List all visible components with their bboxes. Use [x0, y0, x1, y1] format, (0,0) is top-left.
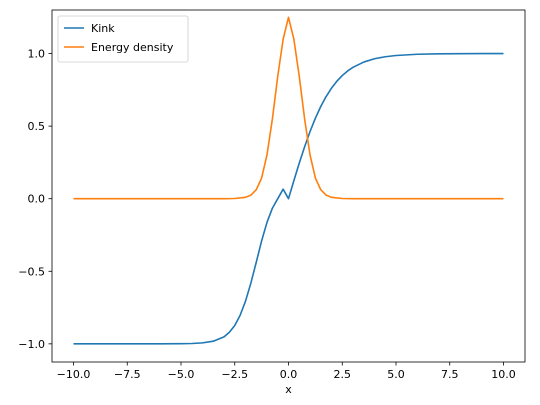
y-tick-label: 1.0 — [28, 48, 46, 61]
y-tick-label: 0.5 — [28, 120, 46, 133]
x-tick-label: −2.5 — [221, 368, 248, 381]
legend-label: Energy density — [91, 41, 174, 54]
x-tick-label: −5.0 — [168, 368, 195, 381]
x-tick-label: 7.5 — [441, 368, 459, 381]
legend-label: Kink — [91, 22, 115, 35]
legend: Kink Energy density — [57, 15, 189, 63]
x-axis-ticks: −10.0 −7.5 −5.0 −2.5 0.0 2.5 5.0 7.5 10.0 — [57, 362, 516, 381]
x-axis-label: x — [285, 383, 292, 396]
x-tick-label: 10.0 — [491, 368, 516, 381]
legend-items: Kink Energy density — [64, 22, 174, 54]
x-tick-label: −7.5 — [114, 368, 141, 381]
y-axis-ticks: −1.0 −0.5 0.0 0.5 1.0 — [18, 48, 52, 351]
legend-box — [57, 15, 189, 63]
x-tick-label: 5.0 — [387, 368, 405, 381]
legend-item: Kink — [64, 22, 115, 35]
y-tick-label: −1.0 — [18, 338, 45, 351]
plot-area: −10.0 −7.5 −5.0 −2.5 0.0 2.5 5.0 7.5 10.0 −1.0 −0… — [18, 9, 526, 381]
series-line-kink — [73, 52, 504, 345]
x-tick-label: −10.0 — [57, 368, 91, 381]
x-tick-label: 0.0 — [280, 368, 298, 381]
series-layer — [73, 16, 504, 345]
series-line-energy-density — [73, 16, 504, 200]
y-tick-label: 0.0 — [28, 193, 46, 206]
legend-item: Energy density — [64, 41, 174, 54]
y-tick-label: −0.5 — [18, 265, 45, 278]
x-tick-label: 2.5 — [334, 368, 352, 381]
